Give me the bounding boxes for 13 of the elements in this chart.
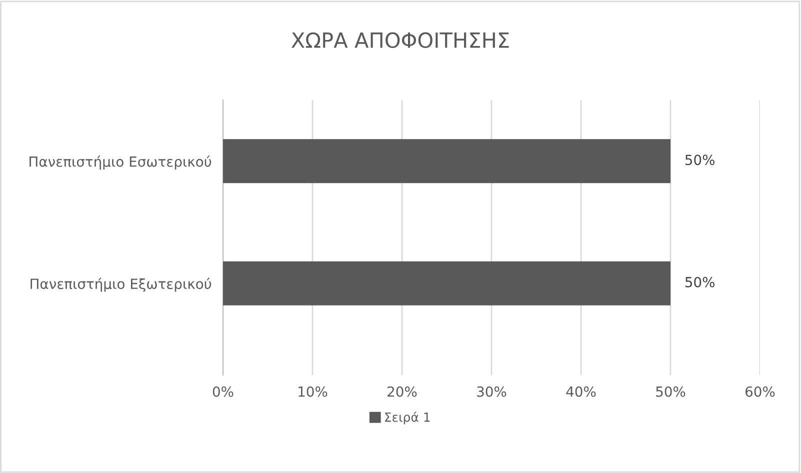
x-tick-label: 20%	[388, 386, 417, 397]
text: 50%	[685, 154, 714, 166]
chart-title: ΧΩΡΑ ΑΠΟΦΟΙΤΗΣΗΣ	[291, 32, 509, 48]
x-tick-label: 30%	[477, 386, 506, 397]
y-tick-label: Πανεπιστήμιο Εξωτερικού	[30, 278, 212, 292]
legend-label: Σειρά 1	[385, 412, 430, 424]
x-tick-label: 40%	[566, 386, 596, 397]
text: 50%	[685, 276, 714, 288]
y-tick-label: Πανεπιστήμιο Εσωτερικού	[30, 156, 212, 170]
x-tick-label: 60%	[746, 386, 775, 397]
x-tick-label: 0%	[212, 386, 234, 397]
x-tick-label: 50%	[656, 386, 686, 397]
x-tick-label: 10%	[298, 386, 328, 397]
